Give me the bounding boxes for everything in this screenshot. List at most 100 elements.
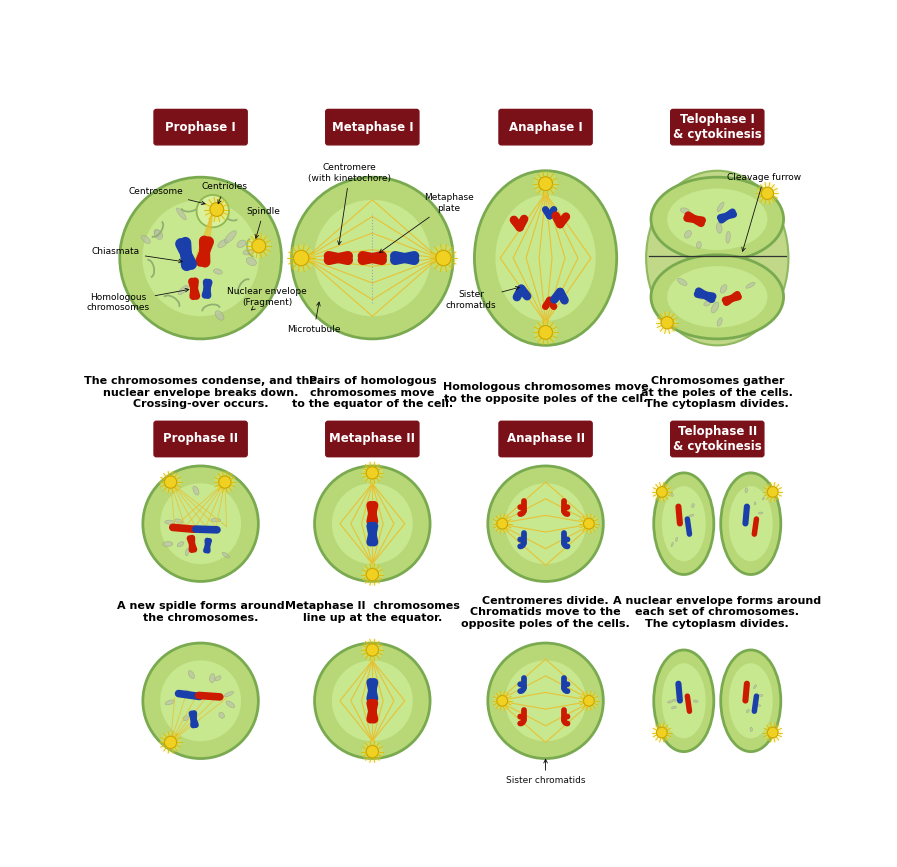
Circle shape [583,695,595,707]
Text: Spindle: Spindle [247,206,281,238]
Ellipse shape [186,549,188,556]
Ellipse shape [763,723,782,742]
Ellipse shape [579,514,598,533]
Ellipse shape [672,707,676,708]
Circle shape [497,695,508,707]
Text: Centrosome: Centrosome [129,187,205,205]
Ellipse shape [361,639,383,661]
FancyBboxPatch shape [671,421,764,457]
Circle shape [767,727,778,738]
Text: Sister chromatids: Sister chromatids [506,759,586,785]
Ellipse shape [210,674,215,682]
Ellipse shape [651,255,784,339]
Ellipse shape [693,700,698,702]
Text: Metaphase
plate: Metaphase plate [379,193,474,252]
Text: Sister
chromatids: Sister chromatids [446,286,519,310]
Ellipse shape [698,293,708,299]
Ellipse shape [652,483,671,501]
Ellipse shape [177,208,187,220]
Ellipse shape [720,284,727,293]
Ellipse shape [247,257,257,265]
Ellipse shape [178,542,184,547]
Ellipse shape [721,473,780,575]
Ellipse shape [704,301,710,306]
Ellipse shape [689,514,694,517]
Ellipse shape [224,231,236,243]
Circle shape [366,569,379,581]
Ellipse shape [165,520,175,525]
Circle shape [767,486,778,498]
Circle shape [657,486,667,498]
Ellipse shape [224,692,233,697]
Ellipse shape [205,198,229,222]
Ellipse shape [692,504,694,507]
Ellipse shape [495,195,596,321]
Ellipse shape [667,701,673,703]
Ellipse shape [175,519,183,523]
Text: Prophase II: Prophase II [163,433,239,446]
Text: Chromosomes gather
at the poles of the cells.
The cytoplasm divides.: Chromosomes gather at the poles of the c… [641,376,793,409]
Ellipse shape [154,230,162,239]
Ellipse shape [154,230,161,237]
Ellipse shape [757,704,761,707]
Text: Centromeres divide.
Chromatids move to the
opposite poles of the cells.: Centromeres divide. Chromatids move to t… [461,596,630,629]
Ellipse shape [694,219,703,225]
Text: Telophase I
& cytokinesis: Telophase I & cytokinesis [673,113,762,141]
Text: Prophase I: Prophase I [165,121,236,134]
Text: Metaphase II  chromosomes
line up at the equator.: Metaphase II chromosomes line up at the … [285,602,460,623]
Circle shape [366,466,379,479]
Text: A nuclear envelope forms around
each set of chromosomes.
The cytoplasm divides.: A nuclear envelope forms around each set… [614,596,822,629]
Ellipse shape [226,701,235,707]
Ellipse shape [218,239,228,248]
Ellipse shape [179,285,188,295]
Circle shape [762,187,773,199]
Ellipse shape [729,486,772,561]
Ellipse shape [754,502,756,505]
Ellipse shape [332,483,413,564]
Ellipse shape [143,643,258,759]
Ellipse shape [211,518,221,522]
Ellipse shape [332,661,413,741]
Ellipse shape [662,486,706,561]
Ellipse shape [726,231,730,243]
Ellipse shape [488,466,604,582]
Ellipse shape [675,684,679,687]
Circle shape [538,177,553,191]
Ellipse shape [492,691,511,710]
Ellipse shape [315,466,430,582]
Ellipse shape [671,543,674,547]
Ellipse shape [721,650,780,752]
Text: Homologous chromosomes move
to the opposite poles of the cell.: Homologous chromosomes move to the oppos… [443,382,649,404]
Ellipse shape [505,483,586,564]
FancyBboxPatch shape [671,109,764,145]
Ellipse shape [667,188,768,250]
Ellipse shape [475,171,617,345]
Text: Nuclear envelope
(Fragment): Nuclear envelope (Fragment) [227,287,307,310]
Text: Telophase II
& cytokinesis: Telophase II & cytokinesis [673,425,762,453]
Circle shape [293,251,309,266]
Ellipse shape [662,663,706,739]
Ellipse shape [361,564,383,585]
Ellipse shape [430,244,457,271]
Circle shape [436,251,451,266]
FancyBboxPatch shape [499,421,592,457]
Ellipse shape [684,231,692,238]
Ellipse shape [673,700,676,701]
Text: Cleavage furrow: Cleavage furrow [727,173,801,251]
Circle shape [164,476,177,488]
Text: Anaphase II: Anaphase II [507,433,585,446]
Text: Metaphase I: Metaphase I [332,121,414,134]
Ellipse shape [361,740,383,762]
Ellipse shape [696,242,701,248]
Ellipse shape [188,670,195,679]
Text: Chiasmata: Chiasmata [91,247,182,263]
Ellipse shape [717,318,722,326]
Ellipse shape [237,240,246,248]
Circle shape [366,644,379,656]
Ellipse shape [193,486,199,495]
Circle shape [657,727,667,738]
Text: Centrioles: Centrioles [202,182,248,204]
Circle shape [164,736,177,748]
Ellipse shape [120,177,282,339]
Ellipse shape [189,542,196,549]
